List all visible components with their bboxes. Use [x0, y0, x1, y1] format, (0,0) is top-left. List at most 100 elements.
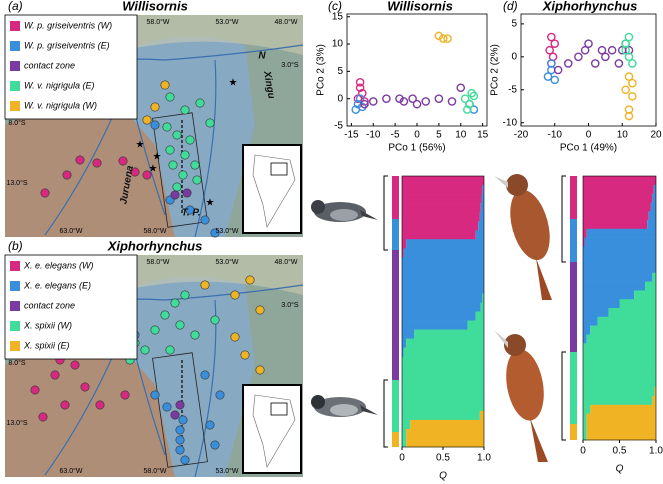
bar-segment — [583, 369, 656, 379]
bar-segment — [402, 419, 411, 430]
x-tick-label: 20 — [650, 130, 662, 141]
point — [601, 52, 610, 62]
site-dot — [205, 420, 215, 430]
bar-segment — [406, 239, 484, 249]
bar-segment — [402, 437, 407, 448]
site-dot — [175, 425, 185, 435]
site-dot — [160, 80, 170, 90]
bar-segment — [648, 211, 656, 221]
bar-segment — [479, 212, 484, 222]
site-dot — [120, 390, 130, 400]
site-dot — [162, 402, 172, 412]
legend-swatch — [10, 261, 20, 271]
point — [467, 88, 476, 98]
point — [628, 59, 637, 68]
site-dot — [245, 275, 255, 285]
coordinate-label: 48.0°W — [274, 18, 297, 26]
map-title: Willisornis — [122, 0, 188, 13]
bar-segment — [650, 202, 656, 212]
x-tick-label: 1.0 — [477, 453, 491, 464]
point — [547, 32, 556, 42]
bar-segment — [583, 246, 656, 256]
site-dot — [185, 135, 195, 145]
bar-segment — [583, 387, 655, 397]
bar-segment — [402, 257, 484, 267]
point — [545, 45, 554, 55]
site-dot — [162, 122, 172, 132]
site-dot — [165, 345, 175, 355]
chart-title: Xiphorhynchus — [542, 0, 638, 13]
bar-segment — [410, 419, 484, 430]
legend-label: X. spixii (E) — [23, 340, 70, 350]
bar-segment — [406, 428, 484, 439]
site-dot — [240, 350, 250, 360]
bar-segment — [586, 422, 656, 432]
x-tick-label: 0 — [414, 130, 420, 141]
bar-segment — [475, 230, 484, 240]
coordinate-label: 53.0°W — [215, 227, 238, 235]
site-dot — [175, 400, 185, 410]
bar-segment — [402, 230, 476, 240]
site-dot — [130, 167, 140, 177]
x-tick-label: 0 — [399, 453, 405, 464]
site-dot — [172, 182, 182, 192]
site-dot — [210, 228, 220, 238]
site-dot — [185, 205, 195, 215]
site-dot — [230, 290, 240, 300]
bar-segment — [402, 329, 415, 339]
bar-segment — [479, 410, 484, 421]
point — [624, 72, 634, 81]
inset-continent — [252, 394, 296, 468]
plot-frame — [346, 13, 488, 127]
site-dot — [175, 320, 185, 330]
legend-label: contact zone — [24, 60, 75, 70]
legend-label: W. p. griseiventris (W) — [24, 20, 112, 30]
point — [550, 75, 560, 85]
region-east — [115, 277, 255, 477]
site-dot — [118, 156, 128, 166]
point — [597, 45, 607, 55]
point — [399, 97, 409, 106]
map-title: Xiphorhynchus — [107, 238, 203, 253]
bar-segment — [653, 184, 656, 194]
x-tick-label: 15 — [477, 130, 489, 141]
point — [408, 94, 417, 103]
legend-swatch — [10, 81, 20, 91]
site-dot — [200, 280, 210, 290]
site-dot — [165, 92, 175, 102]
bar-segment — [406, 437, 484, 448]
point — [438, 34, 448, 43]
region-west — [5, 105, 175, 237]
coordinate-label: 3.0°S — [281, 61, 299, 69]
legend-swatch — [10, 61, 20, 71]
y-tick-label: -5 — [508, 84, 517, 95]
site-dot — [175, 445, 185, 455]
x-tick-label: 0.5 — [613, 446, 627, 457]
site-dot — [38, 412, 48, 422]
legend-label: W. v. nigrigula (W) — [24, 100, 97, 110]
y-axis-label: PCo 2 (3%) — [316, 44, 327, 96]
y-tick-label: -10 — [503, 117, 518, 128]
bar-segment — [583, 237, 585, 247]
point — [624, 52, 634, 62]
site-dot — [182, 188, 192, 198]
site-dot — [200, 215, 210, 225]
x-axis-label: PCo 1 (56%) — [388, 143, 445, 154]
x-tick-label: -20 — [514, 130, 529, 141]
y-tick-label: 15 — [332, 11, 344, 22]
point — [360, 99, 369, 109]
site-dot — [92, 158, 102, 168]
site-dot — [210, 315, 220, 325]
y-tick-label: 5 — [337, 66, 343, 77]
x-axis-label: Q — [616, 464, 624, 475]
bar-segment — [586, 413, 656, 423]
point — [547, 59, 556, 68]
bar-segment — [583, 413, 587, 423]
bar-segment — [402, 212, 480, 222]
point — [550, 39, 560, 48]
bar-segment — [406, 338, 484, 348]
bar-segment — [583, 281, 646, 291]
transect-box — [152, 112, 208, 228]
star: ★ — [149, 164, 158, 175]
coordinate-label: 58.0°W — [146, 18, 169, 26]
